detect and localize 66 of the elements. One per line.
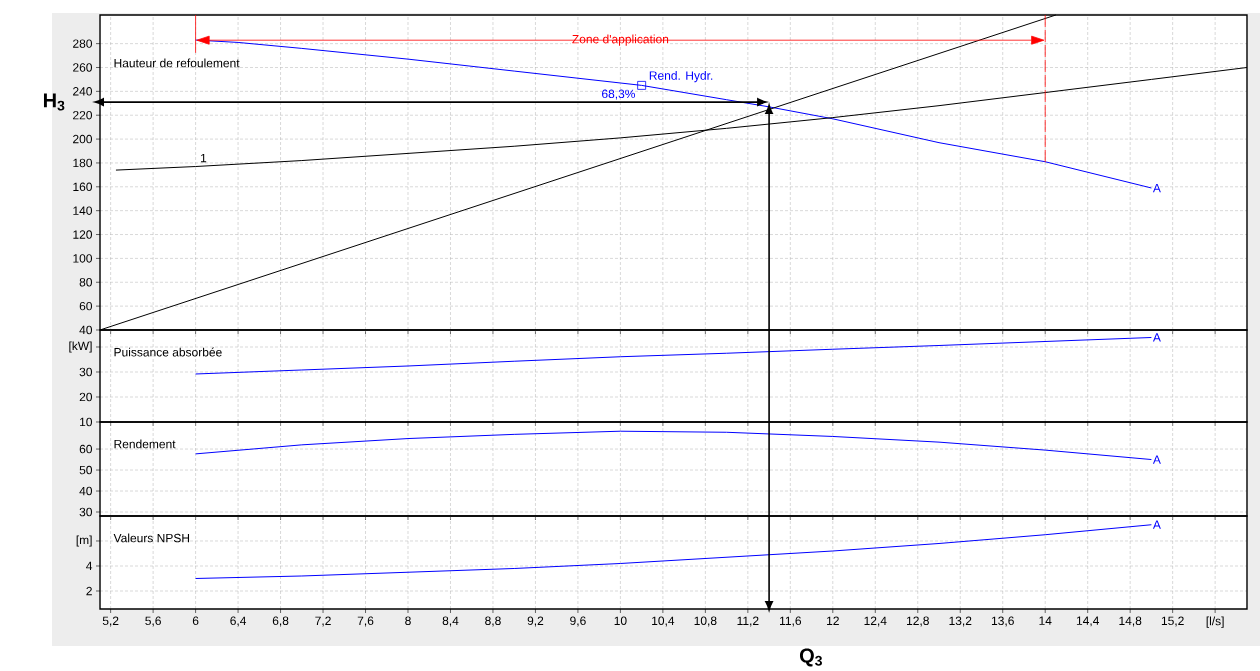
x-tick-label: 8,8 xyxy=(485,616,501,627)
annotation: Rend. Hydr. xyxy=(649,71,713,83)
series-label: A xyxy=(1152,333,1161,342)
x-tick-label: 12,4 xyxy=(864,616,887,627)
x-tick-label: 5,6 xyxy=(145,616,161,627)
x-tick-label: 10,4 xyxy=(652,616,675,627)
x-tick-label: 6,4 xyxy=(230,616,247,627)
x-tick-label: 8 xyxy=(405,616,411,626)
x-tick-label: 13,2 xyxy=(949,616,972,627)
y-tick-label: 80 xyxy=(79,278,93,287)
y-tick-label: 180 xyxy=(73,158,93,168)
y-tick-label: [m] xyxy=(76,535,92,547)
x-tick-label: 15,2 xyxy=(1161,616,1184,627)
x-tick-label: 8,4 xyxy=(442,616,459,627)
series-label: A xyxy=(1152,183,1161,193)
x-tick-label: 13,6 xyxy=(991,616,1014,627)
text: Valeurs NPSH xyxy=(113,533,190,543)
y-tick-label: 60 xyxy=(79,444,93,454)
annotation: Zone d'application xyxy=(572,34,669,46)
y-tick-label: 260 xyxy=(73,63,93,72)
x-tick-label: 7,6 xyxy=(357,616,374,627)
y-tick-label: 20 xyxy=(79,392,93,402)
x-tick-label: 9,6 xyxy=(570,616,586,627)
x-tick-label: [l/s] xyxy=(1206,616,1224,628)
x-tick-label: 7,2 xyxy=(315,616,331,627)
series-label: A xyxy=(1152,455,1161,464)
y-tick-label: 120 xyxy=(73,230,93,239)
y-tick-label: 60 xyxy=(79,301,93,311)
y-tick-label: 4 xyxy=(86,561,93,571)
y-tick-label: 220 xyxy=(73,110,93,120)
y-tick-label: 200 xyxy=(73,134,93,144)
x-tick-label: 12 xyxy=(827,616,839,625)
x-tick-label: 10,8 xyxy=(694,616,717,627)
x-tick-label: 11,6 xyxy=(780,616,802,627)
ref-line-label: H$_{3}$ xyxy=(43,93,65,111)
x-tick-label: 5,2 xyxy=(102,616,119,627)
x-tick-label: 9,2 xyxy=(527,616,544,627)
y-tick-label: 40 xyxy=(79,486,93,496)
x-tick-label: 14,4 xyxy=(1076,616,1100,627)
y-tick-label: 10 xyxy=(80,417,93,427)
y-tick-label: [kW] xyxy=(69,341,92,353)
y-tick-label: 30 xyxy=(79,507,93,517)
x-tick-label: 14,8 xyxy=(1119,616,1142,627)
x-tick-label: 11,2 xyxy=(737,616,759,627)
y-tick-label: 50 xyxy=(79,465,93,475)
y-tick-label: 140 xyxy=(73,206,93,215)
x-tick-label: 10 xyxy=(614,616,627,626)
y-tick-label: 280 xyxy=(73,39,93,48)
text: Hauteur de refoulement xyxy=(114,58,240,68)
ref-line-label: Q$_{3}$ xyxy=(799,648,822,667)
text: Puissance absorbée xyxy=(114,347,222,357)
series-label: A xyxy=(1152,520,1161,529)
x-tick-label: 6 xyxy=(192,616,199,626)
y-tick-label: 240 xyxy=(73,87,93,96)
annotation: 68,3% xyxy=(602,89,636,100)
y-tick-label: 100 xyxy=(73,254,93,263)
x-tick-label: 6,8 xyxy=(272,616,289,627)
line-series xyxy=(195,430,1152,461)
y-tick-label: 160 xyxy=(73,182,93,192)
x-tick-label: 14 xyxy=(1039,616,1052,625)
series-label: 1 xyxy=(201,154,207,163)
x-tick-label: 12,8 xyxy=(907,616,929,627)
y-tick-label: 40 xyxy=(79,325,93,335)
y-tick-label: 30 xyxy=(79,367,93,377)
y-tick-label: 2 xyxy=(86,586,92,596)
text: Rendement xyxy=(114,439,176,449)
